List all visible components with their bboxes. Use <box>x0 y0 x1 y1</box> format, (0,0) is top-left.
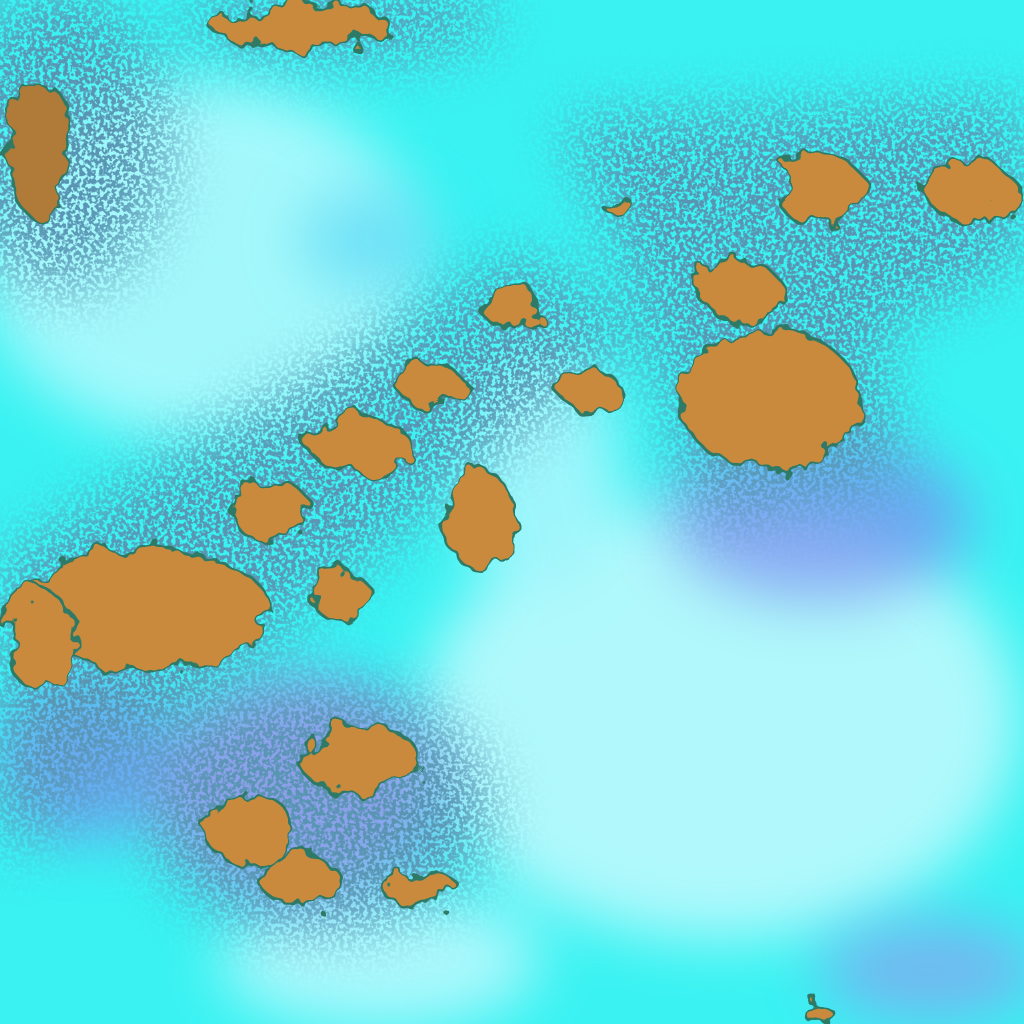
land-patch <box>310 567 370 623</box>
land-patch <box>923 158 1017 222</box>
land-patch <box>3 588 77 692</box>
land-patch <box>698 258 782 322</box>
land-patch <box>208 1 392 49</box>
land-patch <box>308 415 412 475</box>
land-patch <box>443 468 517 572</box>
land-patch <box>478 281 542 329</box>
land-patch <box>773 153 867 227</box>
land-patch <box>678 328 862 472</box>
land-patch <box>604 196 636 220</box>
land-patch <box>558 368 622 412</box>
exposed-land-regions <box>3 1 1017 1024</box>
land-patch <box>396 361 464 409</box>
land-patch <box>8 78 72 222</box>
land-patch <box>228 478 312 542</box>
land-patch <box>203 793 297 867</box>
land-patch <box>380 868 460 908</box>
land-patch <box>804 1004 836 1024</box>
land-patch <box>298 723 422 797</box>
land-patch <box>258 853 342 907</box>
